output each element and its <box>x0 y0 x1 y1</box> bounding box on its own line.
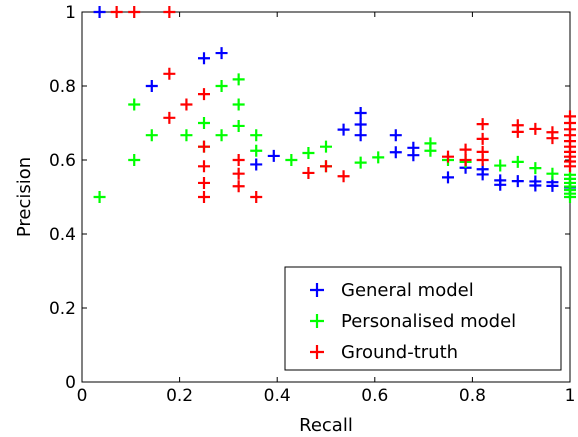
data-point-ground-truth <box>476 154 489 166</box>
data-point-personalised-model <box>232 73 245 86</box>
x-tick-label: 0.2 <box>166 386 193 406</box>
data-point-general-model <box>529 179 542 192</box>
data-point-ground-truth <box>198 176 210 189</box>
data-point-personalised-model <box>198 117 210 129</box>
data-point-personalised-model <box>511 155 524 168</box>
data-point-personalised-model <box>145 129 158 142</box>
data-point-general-model <box>389 146 402 159</box>
x-tick-label: 0.6 <box>361 386 388 406</box>
data-point-personalised-model <box>372 151 385 164</box>
x-tick-label: 1 <box>565 386 576 406</box>
data-point-ground-truth <box>459 143 472 156</box>
axis-tick-labels: 0 0.2 0.4 0.6 0.8 1 0 0.2 0.4 0.6 0.8 1 <box>49 3 575 406</box>
legend-marker-general-model <box>310 283 324 297</box>
data-point-ground-truth <box>511 125 524 138</box>
data-point-general-model <box>354 118 367 131</box>
data-point-personalised-model <box>232 98 245 111</box>
legend-box <box>284 266 562 371</box>
data-point-general-model <box>546 179 559 192</box>
x-tick-label: 0 <box>77 386 88 406</box>
data-point-general-model <box>494 178 507 191</box>
legend-label-ground-truth: Ground-truth <box>341 342 458 363</box>
data-point-personalised-model <box>128 98 141 111</box>
data-point-ground-truth <box>459 154 472 166</box>
data-point-personalised-model <box>529 162 542 175</box>
data-point-ground-truth <box>302 166 315 179</box>
data-point-ground-truth <box>232 180 245 193</box>
legend-marker-ground-truth <box>310 345 324 359</box>
legend-marker-personalised-model <box>310 314 324 328</box>
x-axis-label: Recall <box>299 415 353 436</box>
legend: General model Personalised model Ground-… <box>284 266 562 371</box>
data-point-general-model <box>145 80 158 92</box>
y-tick-label: 0 <box>65 373 76 393</box>
data-point-general-model <box>407 149 420 162</box>
data-point-ground-truth <box>546 132 559 145</box>
data-point-personalised-model <box>180 129 193 142</box>
data-point-general-model <box>511 175 524 188</box>
data-point-ground-truth <box>163 111 176 124</box>
data-point-ground-truth <box>198 191 210 203</box>
y-tick-label: 1 <box>65 3 76 23</box>
data-point-general-model <box>250 158 263 171</box>
data-point-ground-truth <box>442 150 454 163</box>
data-point-personalised-model <box>232 119 245 132</box>
data-point-personalised-model <box>215 129 228 142</box>
legend-markers <box>310 283 324 359</box>
data-points <box>93 6 576 203</box>
data-point-general-model <box>337 123 350 136</box>
data-point-ground-truth <box>320 160 332 173</box>
data-point-ground-truth <box>198 88 210 101</box>
x-tick-label: 0.8 <box>459 386 486 406</box>
data-point-ground-truth <box>564 160 576 173</box>
data-point-ground-truth <box>476 118 489 131</box>
data-point-ground-truth <box>337 170 350 183</box>
data-point-personalised-model <box>250 129 263 142</box>
y-tick-label: 0.8 <box>49 77 76 97</box>
data-point-personalised-model <box>285 154 298 166</box>
data-point-personalised-model <box>424 144 437 157</box>
data-point-general-model <box>476 168 489 181</box>
data-point-ground-truth <box>250 191 263 203</box>
data-point-general-model <box>389 129 402 142</box>
data-point-general-model <box>198 52 210 65</box>
data-point-personalised-model <box>302 146 315 159</box>
data-point-general-model <box>215 47 228 60</box>
data-point-ground-truth <box>476 132 489 145</box>
data-point-personalised-model <box>564 191 576 203</box>
data-point-ground-truth <box>110 6 123 18</box>
data-point-personalised-model <box>128 154 141 166</box>
data-point-personalised-model <box>494 159 507 172</box>
x-tick-label: 0.4 <box>264 386 291 406</box>
data-point-ground-truth <box>529 122 542 135</box>
axis-ticks <box>81 11 571 383</box>
data-point-general-model <box>442 171 454 184</box>
data-point-general-model <box>267 149 280 162</box>
data-point-ground-truth <box>198 160 210 173</box>
data-point-personalised-model <box>250 144 263 157</box>
data-point-ground-truth <box>232 154 245 166</box>
data-point-ground-truth <box>128 6 141 18</box>
y-tick-label: 0.2 <box>49 299 76 319</box>
data-point-personalised-model <box>215 80 228 92</box>
legend-label-personalised-model: Personalised model <box>341 311 516 332</box>
data-point-personalised-model <box>93 191 106 203</box>
data-point-general-model <box>93 6 106 18</box>
data-point-personalised-model <box>546 167 559 180</box>
data-point-ground-truth <box>198 140 210 153</box>
data-point-ground-truth <box>163 67 176 80</box>
data-point-general-model <box>354 129 367 142</box>
data-point-personalised-model <box>320 140 332 153</box>
data-point-ground-truth <box>180 98 193 111</box>
data-point-ground-truth <box>232 167 245 180</box>
y-axis-label: Precision <box>14 157 35 237</box>
y-tick-label: 0.4 <box>49 225 76 245</box>
data-point-personalised-model <box>354 156 367 169</box>
data-point-general-model <box>354 107 367 120</box>
data-point-ground-truth <box>163 6 176 18</box>
y-tick-label: 0.6 <box>49 151 76 171</box>
legend-label-general-model: General model <box>341 280 474 301</box>
